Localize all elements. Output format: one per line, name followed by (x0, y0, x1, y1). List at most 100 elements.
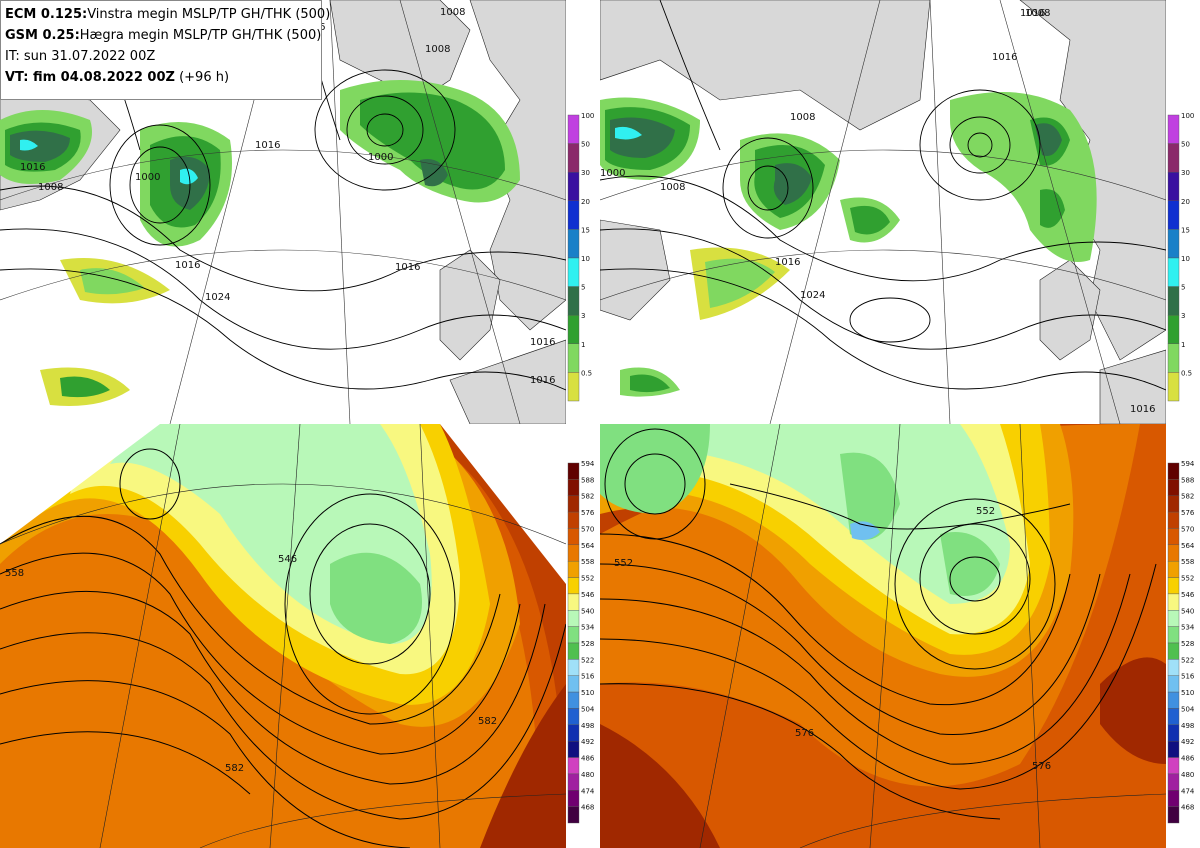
thickness-legend-tick-label: 576 (1181, 509, 1195, 517)
gh-label: 582 (478, 716, 497, 727)
thickness-legend-color-swatch (1167, 626, 1180, 644)
thickness-legend-tick-label: 486 (1181, 755, 1195, 763)
gsm-mslp-map: 1016 1008 1008 1008 1000 1016 1024 1016 … (600, 0, 1166, 424)
thickness-legend-color-swatch (1167, 610, 1180, 627)
thickness-legend-tick-label: 510 (1181, 689, 1194, 697)
thickness-legend-tick-label: 570 (1181, 525, 1194, 533)
thickness-legend-tick-label: 564 (581, 542, 595, 550)
thickness-legend-tick-label: 594 (581, 460, 595, 468)
precip-legend-color-swatch (1167, 314, 1180, 344)
thickness-legend-tick-label: 480 (1181, 771, 1194, 779)
thickness-legend-tick-label: 570 (581, 525, 594, 533)
thickness-legend-color-swatch (1167, 691, 1180, 709)
mslp-label: 1016 (175, 260, 200, 271)
thickness-legend-tick-label: 534 (1181, 624, 1195, 632)
thickness-legend-color-swatch (567, 593, 580, 611)
precip-legend-color-swatch (567, 229, 580, 259)
thickness-legend-color-swatch (1167, 528, 1180, 546)
mslp-label: 1024 (800, 290, 825, 301)
thickness-legend-color-swatch (1167, 659, 1180, 676)
thickness-legend-tick-label: 498 (1181, 722, 1194, 730)
gsm-thickness-map: 552 552 576 576 (600, 424, 1166, 848)
thickness-legend-color-swatch (1167, 642, 1180, 660)
thickness-legend-color-swatch (1167, 511, 1180, 529)
mslp-label: 1016 (1020, 8, 1045, 19)
precip-legend-tick-label: 10 (581, 255, 590, 263)
thickness-legend-color-swatch (1167, 544, 1180, 562)
ecm-thickness-panel: 558 546 582 582 (0, 424, 566, 848)
mslp-label: 1016 (530, 337, 555, 348)
thickness-legend-color-swatch (567, 675, 580, 693)
precip-legend-tick-label: 100 (1181, 112, 1194, 120)
precip-legend-tick-label: 20 (581, 198, 590, 206)
thickness-legend-color-swatch (1167, 708, 1180, 726)
thickness-legend-tick-label: 480 (581, 771, 594, 779)
precip-legend-color-swatch (567, 114, 580, 144)
precip-legend-tick-label: 1 (1181, 341, 1185, 349)
thickness-legend-color-swatch (1167, 806, 1180, 824)
thickness-legend-tick-label: 558 (581, 558, 594, 566)
thickness-legend-tick-label: 516 (1181, 673, 1195, 681)
thickness-legend-color-swatch (567, 724, 580, 742)
thickness-legend-tick-label: 522 (1181, 656, 1194, 664)
thickness-legend-color-swatch (567, 659, 580, 676)
thickness-legend-color-swatch (567, 757, 580, 775)
thickness-legend-tick-label: 468 (581, 804, 594, 812)
thickness-legend-color-swatch (567, 577, 580, 595)
thickness-legend-color-swatch (1167, 560, 1180, 578)
precip-legend-color-swatch (567, 372, 580, 402)
mslp-label: 1016 (1130, 404, 1155, 415)
thickness-legend-tick-label: 528 (1181, 640, 1194, 648)
map-header: ECM 0.125:Vinstra megin MSLP/TP GH/THK (… (0, 0, 330, 100)
precip-legend-color-swatch (567, 286, 580, 316)
lead-time: (+96 h) (179, 70, 230, 85)
gh-label: 552 (614, 558, 633, 569)
thickness-legend-color-swatch (1167, 495, 1180, 513)
precip-legend-tick-label: 30 (1181, 169, 1190, 177)
mslp-label: 1016 (395, 262, 420, 273)
thickness-legend-color-swatch (1167, 479, 1180, 496)
thickness-legend-tick-label: 540 (581, 607, 594, 615)
precip-legend-color-swatch (1167, 343, 1180, 373)
thickness-legend-color-swatch (1167, 724, 1180, 742)
precip-legend-color-swatch (567, 343, 580, 373)
thickness-legend-tick-label: 558 (1181, 558, 1194, 566)
thickness-legend-color-swatch (1167, 790, 1180, 807)
thickness-legend-tick-label: 594 (1181, 460, 1195, 468)
gsm-thickness-panel: 552 552 576 576 (600, 424, 1166, 848)
thickness-legend-tick-label: 540 (1181, 607, 1194, 615)
precip-legend-tick-label: 1 (581, 341, 585, 349)
thickness-legend-color-swatch (567, 462, 580, 480)
thickness-legend-color-swatch (567, 560, 580, 578)
thickness-legend-tick-label: 522 (581, 656, 594, 664)
gh-label: 558 (5, 568, 24, 579)
thickness-legend-color-swatch (567, 479, 580, 496)
precip-legend-tick-label: 20 (1181, 198, 1190, 206)
thickness-legend-color-swatch (567, 691, 580, 709)
gh-label: 582 (225, 763, 244, 774)
precip-legend-tick-label: 50 (581, 141, 590, 149)
ecm-description: Vinstra megin MSLP/TP GH/THK (500) (87, 7, 331, 22)
precip-legend-color-swatch (567, 314, 580, 344)
mslp-label: 1000 (135, 172, 160, 183)
thickness-legend-tick-label: 492 (581, 738, 594, 746)
thickness-legend-color-swatch (1167, 740, 1180, 758)
thickness-legend-tick-label: 588 (1181, 476, 1194, 484)
precip-legend-color-swatch (567, 200, 580, 230)
thickness-legend-tick-label: 504 (581, 705, 595, 713)
precip-legend-color-swatch (1167, 229, 1180, 259)
thickness-legend-tick-label: 516 (581, 673, 595, 681)
thickness-legend-tick-label: 504 (1181, 705, 1195, 713)
thickness-legend-right: 594 588 582 576 570 564 558 552 546 540 534 528 522 5… (1166, 460, 1200, 826)
precip-legend-tick-label: 100 (581, 112, 594, 120)
precip-legend-tick-label: 0.5 (581, 369, 592, 377)
thickness-legend-tick-label: 510 (581, 689, 594, 697)
thickness-legend-color-swatch (567, 528, 580, 546)
precip-legend-tick-label: 0.5 (1181, 369, 1192, 377)
mslp-label: 1008 (790, 112, 815, 123)
gh-label: 546 (278, 554, 297, 565)
precip-legend-color-swatch (1167, 200, 1180, 230)
mslp-label: 1008 (425, 44, 450, 55)
precip-legend-color-swatch (567, 257, 580, 287)
thickness-legend-color-swatch (1167, 577, 1180, 595)
